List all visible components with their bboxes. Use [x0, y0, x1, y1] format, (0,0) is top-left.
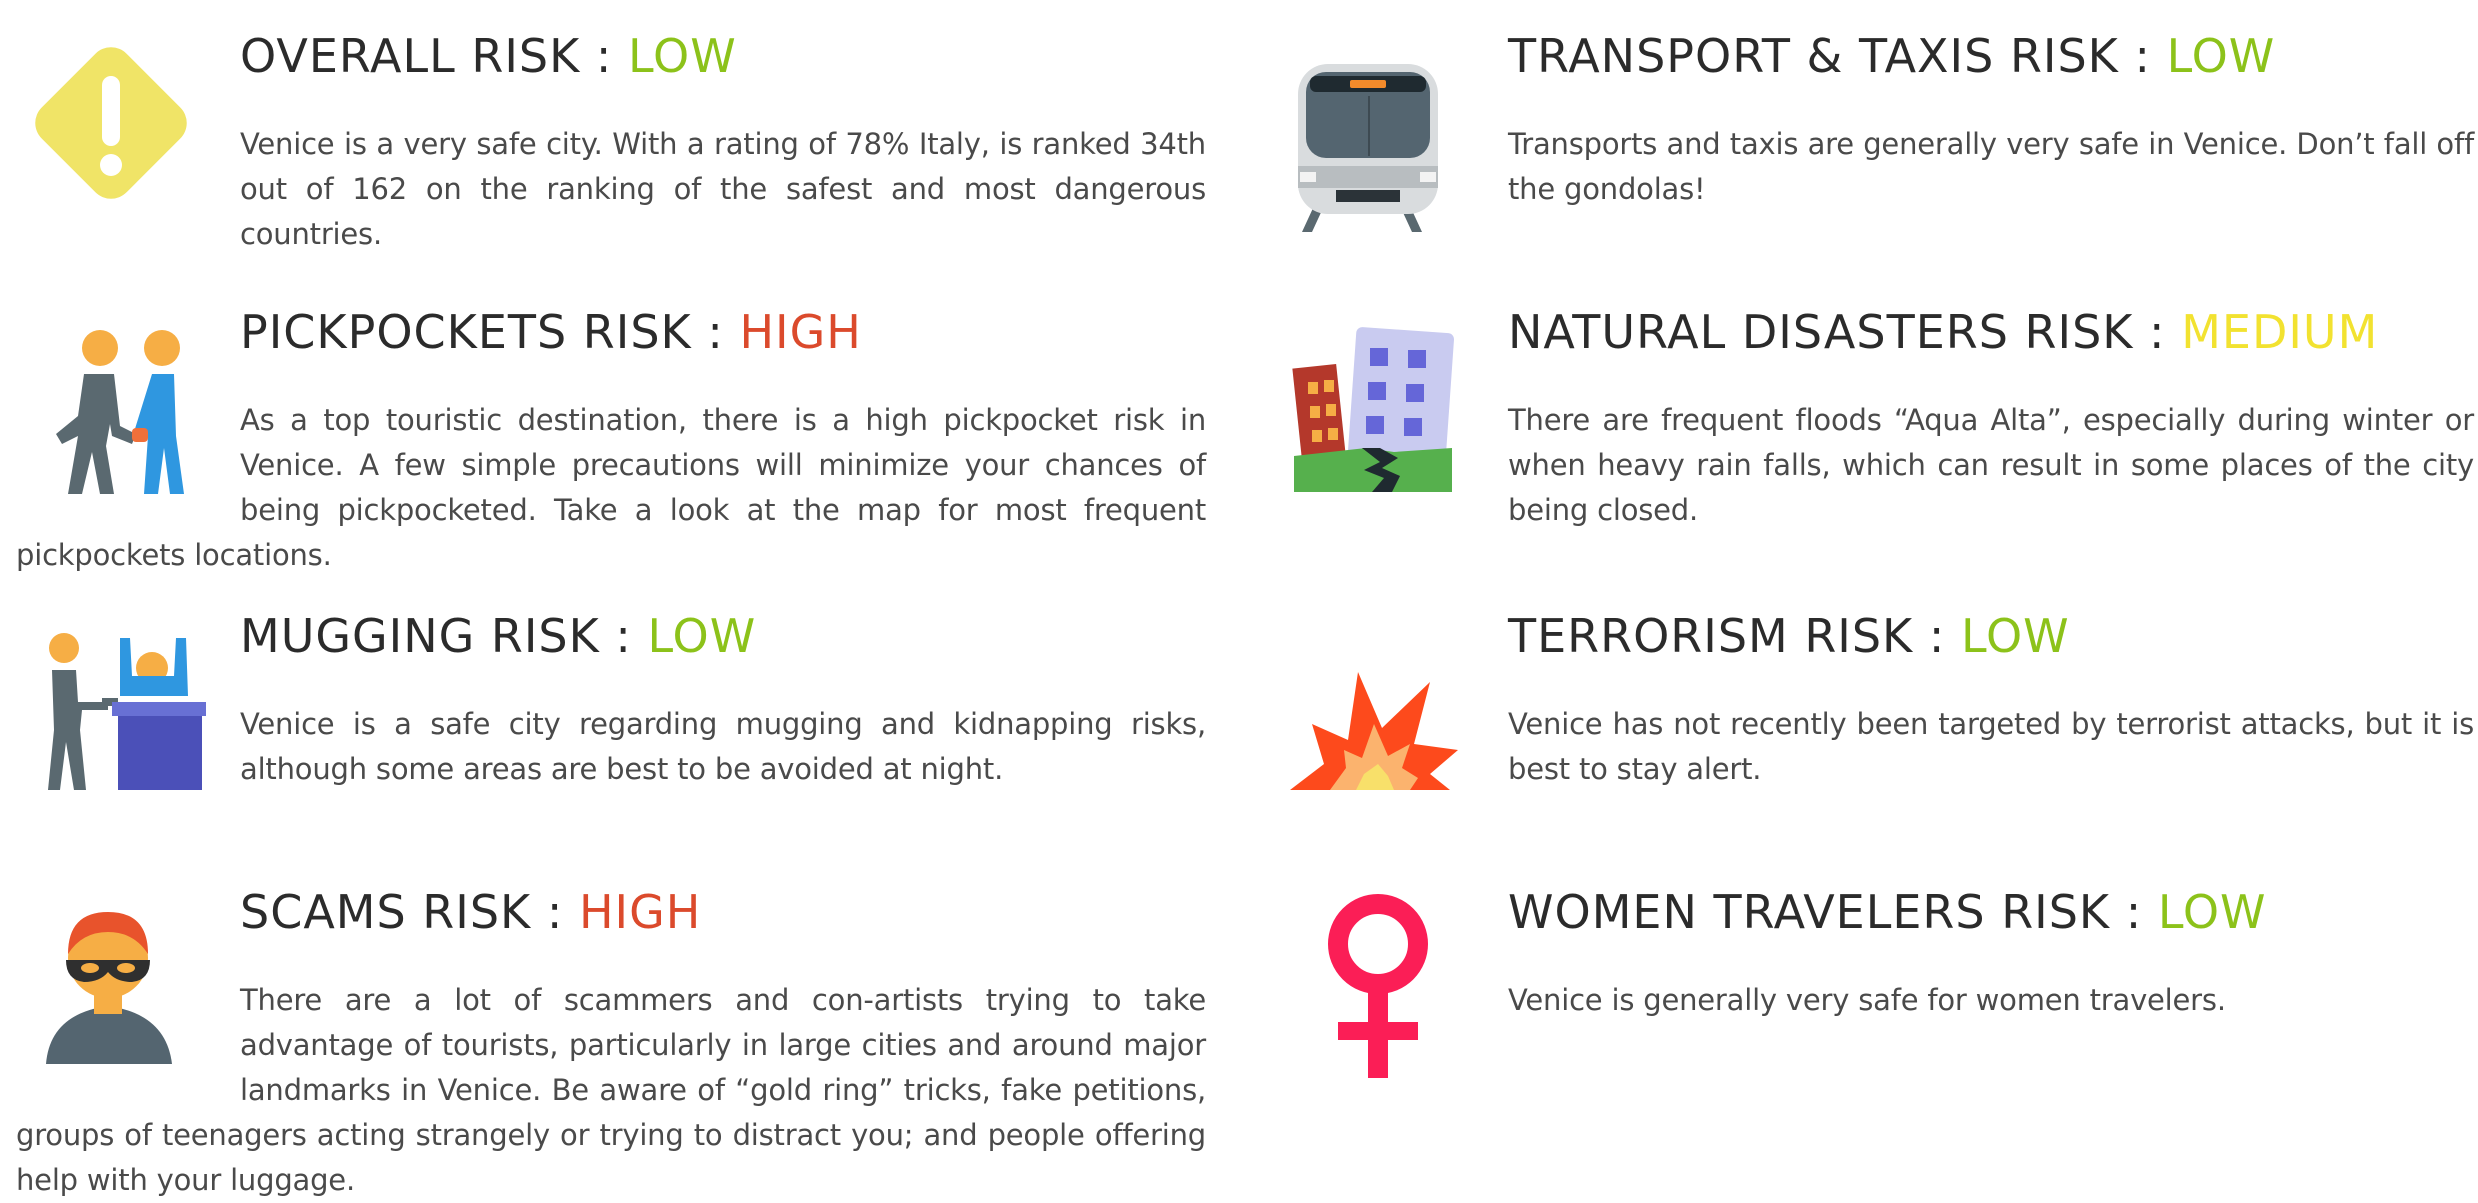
train-icon — [1284, 56, 1508, 246]
risk-description: Venice is a safe city regarding mugging … — [240, 707, 1206, 786]
risk-description: There are frequent floods “Aqua Alta”, e… — [1508, 403, 2474, 527]
risk-women-travelers: WOMEN TRAVELERS RISK : LOW Venice is gen… — [1284, 884, 2474, 1084]
risk-title: NATURAL DISASTERS RISK : MEDIUM — [1284, 304, 2474, 360]
right-column: TRANSPORT & TAXIS RISK : LOW Transports … — [1284, 0, 2474, 1084]
risk-level: HIGH — [578, 885, 702, 939]
risk-title: MUGGING RISK : LOW — [16, 608, 1206, 664]
risk-label: TERRORISM RISK — [1508, 609, 1914, 663]
warning-diamond-icon — [16, 28, 240, 218]
risk-level: HIGH — [739, 305, 862, 359]
risk-description: Venice has not recently been targeted by… — [1508, 707, 2474, 786]
risk-description: Venice is generally very safe for women … — [1508, 983, 2226, 1017]
separator: : — [580, 29, 629, 83]
thief-mask-icon — [16, 894, 240, 1084]
risk-pickpockets: PICKPOCKETS RISK : HIGH As a top tourist… — [16, 304, 1206, 580]
separator: : — [1913, 609, 1961, 663]
risk-level: LOW — [2157, 885, 2267, 939]
pickpocket-icon — [16, 326, 240, 516]
risk-description: As a top touristic destination, there is… — [16, 403, 1206, 572]
risk-transport: TRANSPORT & TAXIS RISK : LOW Transports … — [1284, 28, 2474, 276]
female-symbol-icon — [1284, 894, 1508, 1084]
risk-level: MEDIUM — [2181, 305, 2379, 359]
risk-natural-disasters: NATURAL DISASTERS RISK : MEDIUM There ar… — [1284, 304, 2474, 580]
left-column: OVERALL RISK : LOW Venice is a very safe… — [16, 0, 1206, 1203]
risk-label: SCAMS RISK — [240, 885, 532, 939]
explosion-icon — [1284, 648, 1508, 838]
risk-overall: OVERALL RISK : LOW Venice is a very safe… — [16, 28, 1206, 276]
risk-title: OVERALL RISK : LOW — [16, 28, 1206, 84]
risk-label: TRANSPORT & TAXIS RISK — [1508, 29, 2119, 83]
risk-mugging: MUGGING RISK : LOW Venice is a safe city… — [16, 608, 1206, 856]
risk-terrorism: TERRORISM RISK : LOW Venice has not rece… — [1284, 608, 2474, 856]
risk-title: WOMEN TRAVELERS RISK : LOW — [1284, 884, 2474, 940]
risk-title: SCAMS RISK : HIGH — [16, 884, 1206, 940]
separator: : — [599, 609, 648, 663]
risk-level: LOW — [647, 609, 757, 663]
separator: : — [531, 885, 579, 939]
risk-level: LOW — [1960, 609, 2070, 663]
risk-label: PICKPOCKETS RISK — [240, 305, 692, 359]
risk-label: OVERALL RISK — [240, 29, 581, 83]
earthquake-icon — [1284, 326, 1508, 516]
risk-level: LOW — [628, 29, 737, 83]
separator: : — [2118, 29, 2167, 83]
separator: : — [691, 305, 740, 359]
risk-title: TRANSPORT & TAXIS RISK : LOW — [1284, 28, 2474, 84]
separator: : — [2110, 885, 2158, 939]
risk-title: PICKPOCKETS RISK : HIGH — [16, 304, 1206, 360]
risk-scams: SCAMS RISK : HIGH There are a lot of sca… — [16, 884, 1206, 1203]
separator: : — [2133, 305, 2182, 359]
risk-label: WOMEN TRAVELERS RISK — [1508, 885, 2111, 939]
risk-label: NATURAL DISASTERS RISK — [1508, 305, 2134, 359]
robbery-icon — [16, 630, 240, 820]
risk-description: Transports and taxis are generally very … — [1508, 127, 2474, 206]
risk-title: TERRORISM RISK : LOW — [1284, 608, 2474, 664]
risk-label: MUGGING RISK — [240, 609, 600, 663]
risk-level: LOW — [2166, 29, 2276, 83]
risk-description: Venice is a very safe city. With a ratin… — [240, 127, 1206, 251]
